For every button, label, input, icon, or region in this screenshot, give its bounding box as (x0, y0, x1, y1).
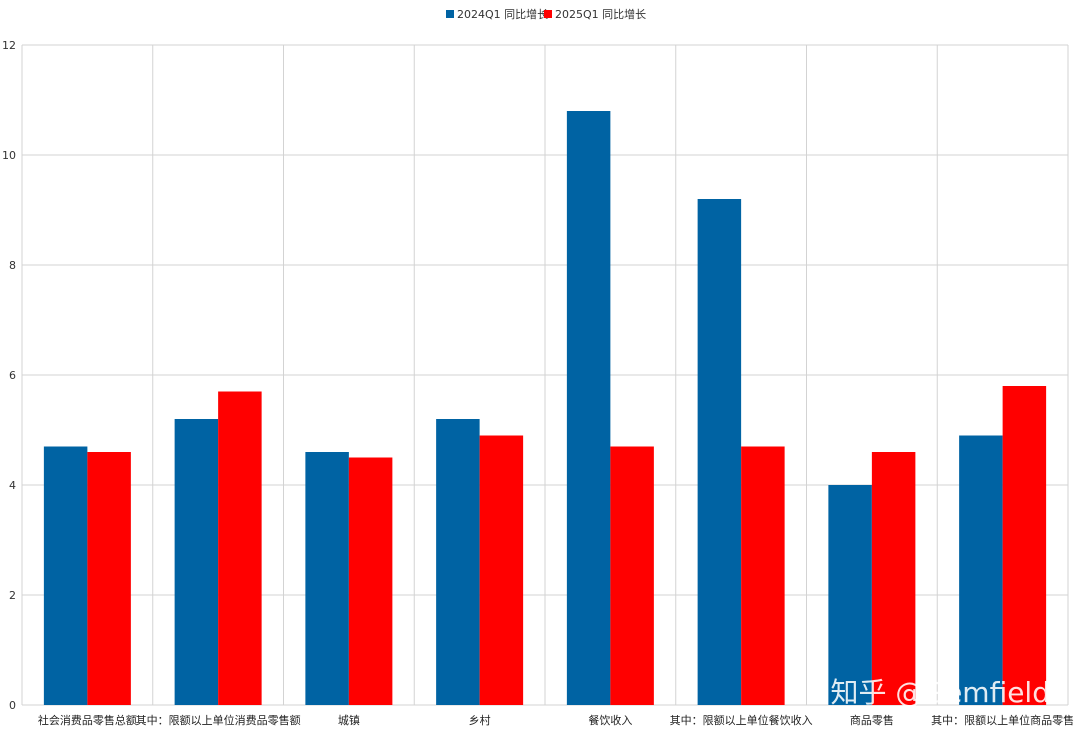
x-category-label: 乡村 (469, 713, 491, 727)
bar-series2-7 (1002, 386, 1047, 705)
bar-series1-5 (697, 199, 742, 705)
bar-series1-3 (436, 419, 480, 705)
bar-series2-3 (479, 435, 524, 705)
legend: 2024Q1 同比增长 2025Q1 同比增长 (446, 7, 646, 21)
legend-label: 2025Q1 同比增长 (555, 7, 646, 21)
bar-series1-6 (828, 485, 872, 705)
x-category-label: 城镇 (338, 713, 360, 727)
bar-series1-0 (43, 446, 88, 705)
bar-series1-2 (305, 452, 349, 705)
x-category-label: 其中：限额以上单位商品零售 (931, 713, 1074, 727)
x-category-label: 其中：限额以上单位消费品零售额 (136, 713, 301, 727)
y-tick-label: 6 (9, 369, 16, 382)
x-category-label: 社会消费品零售总额 (38, 713, 137, 727)
bar-series1-4 (566, 111, 611, 705)
bar-series1-1 (174, 419, 219, 705)
x-category-label: 餐饮收入 (588, 713, 632, 727)
legend-label: 2024Q1 同比增长 (457, 7, 548, 21)
bar-series2-4 (610, 446, 654, 705)
bar-series2-0 (87, 452, 131, 705)
bar-series1-7 (959, 435, 1003, 705)
x-category-label: 商品零售 (850, 713, 894, 727)
bar-series2-5 (741, 446, 785, 705)
legend-swatch (446, 10, 454, 18)
watermark-text: 知乎 @Gemfield (830, 676, 1050, 709)
y-tick-label: 8 (9, 259, 16, 272)
legend-swatch (544, 10, 552, 18)
y-tick-label: 0 (9, 699, 16, 712)
y-tick-label: 10 (2, 149, 16, 162)
bar-series2-1 (218, 391, 262, 705)
y-tick-label: 2 (9, 589, 16, 602)
grid-layer (21, 44, 1069, 706)
bar-series2-6 (871, 452, 916, 705)
x-category-label: 其中：限额以上单位餐饮收入 (670, 713, 813, 727)
y-tick-label: 12 (2, 39, 16, 52)
y-tick-label: 4 (9, 479, 16, 492)
bar-series2-2 (348, 457, 393, 705)
bar-layer (43, 111, 1047, 705)
